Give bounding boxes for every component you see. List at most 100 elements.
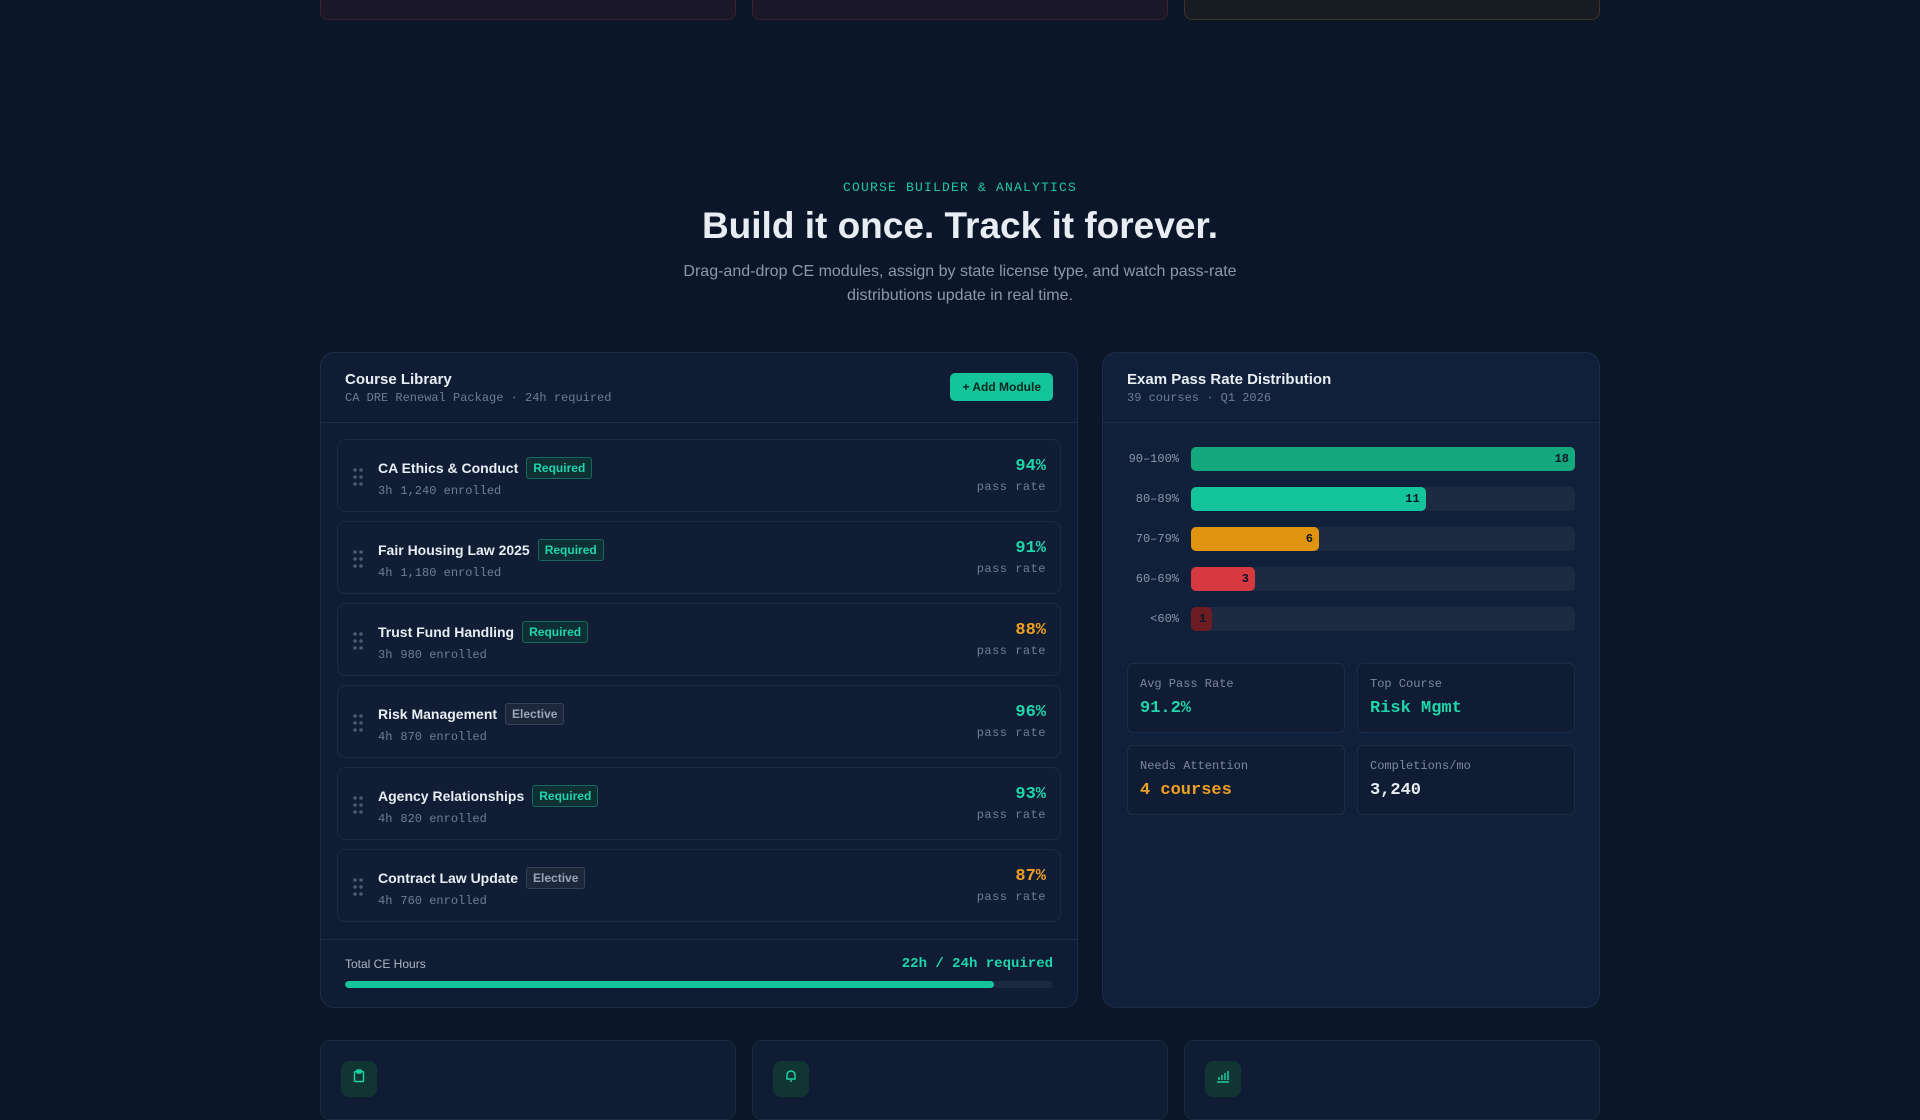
- distribution-bar-track: 11: [1191, 487, 1575, 511]
- distribution-bucket-label: 90–100%: [1128, 452, 1179, 466]
- course-library-title: Course Library: [345, 371, 452, 388]
- course-hours: 4h: [378, 566, 393, 580]
- bottom-card-2: [752, 1040, 1168, 1120]
- course-tag-badge: Required: [537, 539, 604, 561]
- course-item[interactable]: Risk Management Elective 4h 870 enrolled 96%…: [337, 685, 1061, 758]
- course-info: Agency Relationships Required 4h 820 enroll…: [378, 785, 599, 826]
- distribution-bar-count: 18: [1554, 452, 1569, 466]
- course-list: CA Ethics & Conduct Required 3h 1,240 enrol…: [321, 423, 1077, 922]
- course-pass-rate: 88% pass rate: [977, 621, 1046, 658]
- pass-rate-label: pass rate: [976, 890, 1046, 904]
- stat-card: Avg Pass Rate 91.2%: [1127, 663, 1345, 733]
- clipboard-icon: [341, 1061, 377, 1097]
- pass-rate-label: pass rate: [976, 726, 1046, 740]
- course-meta: 4h 870 enrolled: [378, 730, 564, 744]
- pass-rate-panel: Exam Pass Rate Distribution 39 courses ·…: [1102, 352, 1600, 1008]
- pass-rate-value: 93%: [1015, 785, 1046, 804]
- course-item[interactable]: Trust Fund Handling Required 3h 980 enrolle…: [337, 603, 1061, 676]
- hero-eyebrow: COURSE BUILDER & ANALYTICS: [842, 180, 1078, 195]
- distribution-bar-track: 18: [1191, 447, 1575, 471]
- pass-rate-label: pass rate: [976, 480, 1046, 494]
- distribution-bar: 11: [1191, 487, 1426, 511]
- course-name: CA Ethics & Conduct: [378, 460, 519, 476]
- distribution-bar-count: 6: [1305, 532, 1313, 546]
- course-tag-badge: Required: [532, 785, 599, 807]
- distribution-bar-count: 1: [1199, 612, 1207, 626]
- distribution-row: <60% 1: [1127, 607, 1575, 631]
- distribution-bucket-label: 80–89%: [1135, 492, 1179, 506]
- drag-handle-icon[interactable]: [352, 795, 364, 815]
- pass-rate-value: 94%: [1015, 457, 1046, 476]
- course-pass-rate: 94% pass rate: [977, 457, 1046, 494]
- course-name-row: Risk Management Elective: [378, 703, 565, 725]
- course-hours: 4h: [378, 894, 393, 908]
- course-tag-badge: Elective: [505, 703, 565, 725]
- add-module-button[interactable]: + Add Module: [950, 373, 1053, 401]
- drag-handle-icon[interactable]: [352, 631, 364, 651]
- course-name: Fair Housing Law 2025: [378, 542, 530, 558]
- stat-label: Needs Attention: [1140, 759, 1249, 773]
- stat-card: Needs Attention 4 courses: [1127, 745, 1345, 815]
- pass-rate-label: pass rate: [976, 562, 1046, 576]
- ce-hours-value: 22h / 24h required: [901, 956, 1053, 972]
- course-meta: 3h 1,240 enrolled: [378, 484, 592, 498]
- stat-label: Avg Pass Rate: [1140, 677, 1234, 691]
- drag-handle-icon[interactable]: [352, 467, 364, 487]
- course-name-row: Trust Fund Handling Required: [378, 621, 589, 643]
- pass-rate-label: pass rate: [976, 808, 1046, 822]
- bottom-card-1: [320, 1040, 736, 1120]
- pass-rate-value: 91%: [1015, 539, 1046, 558]
- course-pass-rate: 91% pass rate: [977, 539, 1046, 576]
- course-library-panel: Course Library CA DRE Renewal Package · …: [320, 352, 1078, 1008]
- course-meta: 4h 1,180 enrolled: [378, 566, 604, 580]
- trend-chart-icon: [1205, 1061, 1241, 1097]
- distribution-bar: 6: [1191, 527, 1319, 551]
- course-enrolled: 980 enrolled: [400, 648, 487, 662]
- stat-card: Completions/mo 3,240: [1357, 745, 1575, 815]
- course-name-row: Fair Housing Law 2025 Required: [378, 539, 604, 561]
- distribution-bar: 18: [1191, 447, 1575, 471]
- drag-handle-icon[interactable]: [352, 713, 364, 733]
- drag-handle-icon[interactable]: [352, 877, 364, 897]
- course-library-header: Course Library CA DRE Renewal Package · …: [321, 353, 1077, 423]
- course-enrolled: 820 enrolled: [400, 812, 487, 826]
- course-name: Contract Law Update: [378, 870, 519, 886]
- course-tag-badge: Required: [526, 457, 593, 479]
- course-meta: 4h 760 enrolled: [378, 894, 585, 908]
- pass-rate-value: 87%: [1015, 867, 1046, 886]
- pass-rate-value: 88%: [1015, 621, 1046, 640]
- distribution-bar-track: 1: [1191, 607, 1575, 631]
- top-card-1: [320, 0, 736, 20]
- course-info: Risk Management Elective 4h 870 enrolled: [378, 703, 565, 744]
- hero-subtitle: Drag-and-drop CE modules, assign by stat…: [683, 263, 1237, 304]
- course-item[interactable]: Fair Housing Law 2025 Required 4h 1,180 enr…: [337, 521, 1061, 594]
- distribution-bar-track: 6: [1191, 527, 1575, 551]
- distribution-bucket-label: 60–69%: [1135, 572, 1179, 586]
- distribution-bar: 1: [1191, 607, 1213, 631]
- course-enrolled: 1,180 enrolled: [400, 566, 502, 580]
- distribution-bucket-label: 70–79%: [1135, 532, 1179, 546]
- course-name-row: Contract Law Update Elective: [378, 867, 586, 889]
- course-enrolled: 870 enrolled: [400, 730, 487, 744]
- bottom-feature-cards: [320, 1040, 1600, 1120]
- course-tag-badge: Required: [522, 621, 589, 643]
- stat-value: 4 courses: [1140, 781, 1232, 800]
- bell-icon: [773, 1061, 809, 1097]
- course-item[interactable]: Contract Law Update Elective 4h 760 enrolle…: [337, 849, 1061, 922]
- drag-handle-icon[interactable]: [352, 549, 364, 569]
- course-hours: 4h: [378, 730, 393, 744]
- course-name: Trust Fund Handling: [378, 624, 515, 640]
- course-name-row: Agency Relationships Required: [378, 785, 599, 807]
- distribution-bar-count: 11: [1405, 492, 1420, 506]
- stat-label: Top Course: [1370, 677, 1443, 691]
- pass-rate-header: Exam Pass Rate Distribution 39 courses ·…: [1103, 353, 1599, 423]
- top-card-3: [1184, 0, 1600, 20]
- course-hours: 3h: [378, 648, 393, 662]
- course-item[interactable]: Agency Relationships Required 4h 820 enroll…: [337, 767, 1061, 840]
- stat-value: 91.2%: [1140, 699, 1192, 718]
- course-info: Contract Law Update Elective 4h 760 enrolle…: [378, 867, 586, 908]
- hero-title: Build it once. Track it forever.: [701, 205, 1219, 246]
- ce-hours-progress-bar: [345, 981, 1053, 988]
- pass-rate-subtitle: 39 courses · Q1 2026: [1127, 391, 1272, 405]
- course-item[interactable]: CA Ethics & Conduct Required 3h 1,240 enrol…: [337, 439, 1061, 512]
